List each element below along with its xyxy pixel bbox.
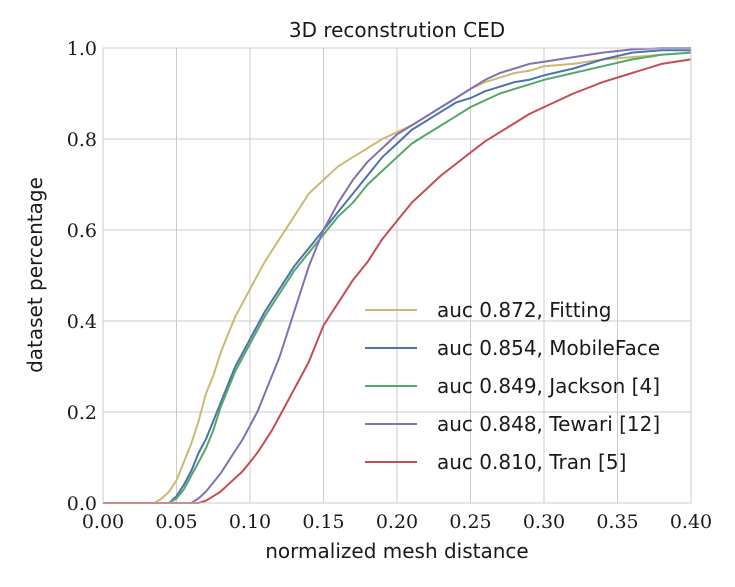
legend: auc 0.872, Fitting auc 0.854, MobileFace a… [365,298,660,474]
series-line-1 [103,51,692,504]
legend-label: auc 0.848, Tewari [12] [437,412,660,436]
x-tick-label: 0.15 [302,511,344,533]
series-line-4 [103,47,691,504]
y-tick-label: 1.0 [67,38,97,60]
y-tick-label: 0.0 [67,493,97,515]
legend-label: auc 0.872, Fitting [437,298,611,322]
legend-label: auc 0.854, MobileFace [437,336,660,360]
y-tick-label: 0.8 [67,129,97,151]
x-tick-labels: 0.00 0.05 0.10 0.15 0.20 0.25 0.30 0.35 0.40 [82,511,712,533]
x-tick-label: 0.00 [82,511,124,533]
series-line-3 [103,51,692,504]
y-tick-label: 0.2 [67,402,97,424]
legend-label: auc 0.810, Tran [5] [437,450,626,474]
x-axis-label: normalized mesh distance [265,539,528,563]
chart-title: 3D reconstrution CED [289,18,505,42]
y-axis-label: dataset percentage [23,177,47,373]
series-line-5 [103,58,692,504]
series-lines [103,47,692,504]
x-tick-label: 0.35 [596,511,638,533]
y-tick-label: 0.4 [67,311,97,333]
legend-label: auc 0.849, Jackson [4] [437,374,660,398]
series-line-2 [103,49,691,504]
x-tick-label: 0.30 [523,511,565,533]
x-tick-label: 0.20 [376,511,418,533]
y-tick-label: 0.6 [67,220,97,242]
y-tick-labels: 0.0 0.2 0.4 0.6 0.8 1.0 [67,38,97,515]
x-tick-label: 0.05 [155,511,197,533]
x-tick-label: 0.10 [229,511,271,533]
x-tick-label: 0.25 [449,511,491,533]
plot-frame [102,47,692,504]
x-tick-label: 0.40 [670,511,712,533]
